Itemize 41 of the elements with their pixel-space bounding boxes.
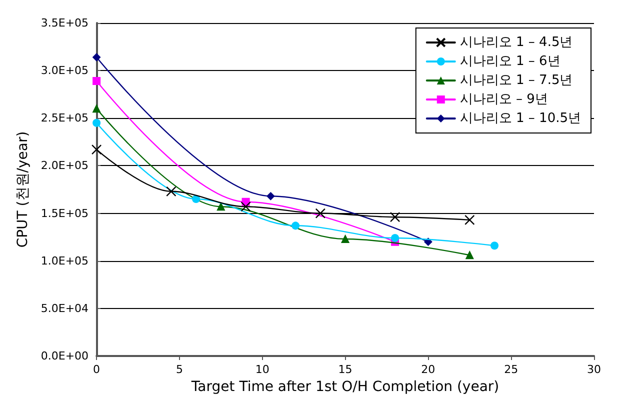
point (192, 195, 200, 204)
point (490, 242, 499, 250)
point (92, 118, 101, 127)
point (292, 222, 300, 230)
legend-label: 시나리오 1 – 7.5년 (460, 73, 573, 88)
x-tick-label: 0 (93, 363, 100, 376)
y-axis-title: CPUT (천원/year) (15, 131, 31, 248)
point (216, 202, 225, 211)
y-tick-label: 3.5E+05 (40, 16, 89, 30)
legend-label: 시나리오 1 – 4.5년 (460, 35, 573, 50)
y-tick-label: 3.0E+05 (40, 64, 89, 78)
x-axis-title: Target Time after 1st O/H Completion (year) (190, 378, 500, 395)
legend-label: 시나리오 1 – 10.5년 (460, 111, 582, 126)
point (464, 214, 475, 226)
y-tick-label: 1.5E+05 (40, 206, 89, 220)
x-tick-label: 10 (255, 363, 270, 376)
point (92, 104, 101, 113)
point (240, 202, 251, 212)
x-tick-label: 25 (504, 363, 518, 376)
point (424, 238, 432, 246)
x-tick-label: 15 (338, 363, 352, 376)
x-tick-label: 30 (587, 363, 601, 376)
x-tick-label: 5 (176, 363, 183, 376)
y-tick-label: 2.0E+05 (40, 159, 89, 172)
point (266, 192, 275, 200)
legend-label: 시나리오 1 – 6년 (460, 54, 560, 69)
x-tick-label: 20 (421, 363, 436, 376)
point (92, 77, 101, 86)
y-tick-label: 1.0E+05 (40, 254, 89, 268)
point (92, 53, 101, 62)
y-tick-label: 0.0E+00 (40, 350, 89, 362)
y-tick-label: 5.0E+04 (40, 302, 89, 315)
point (466, 251, 474, 260)
legend-label: 시나리오 – 9년 (460, 92, 548, 107)
point (91, 144, 102, 155)
point (390, 212, 400, 222)
point (166, 186, 176, 197)
point (315, 208, 326, 218)
y-tick-label: 2.5E+05 (40, 112, 89, 125)
point (391, 234, 400, 242)
point (341, 234, 350, 243)
